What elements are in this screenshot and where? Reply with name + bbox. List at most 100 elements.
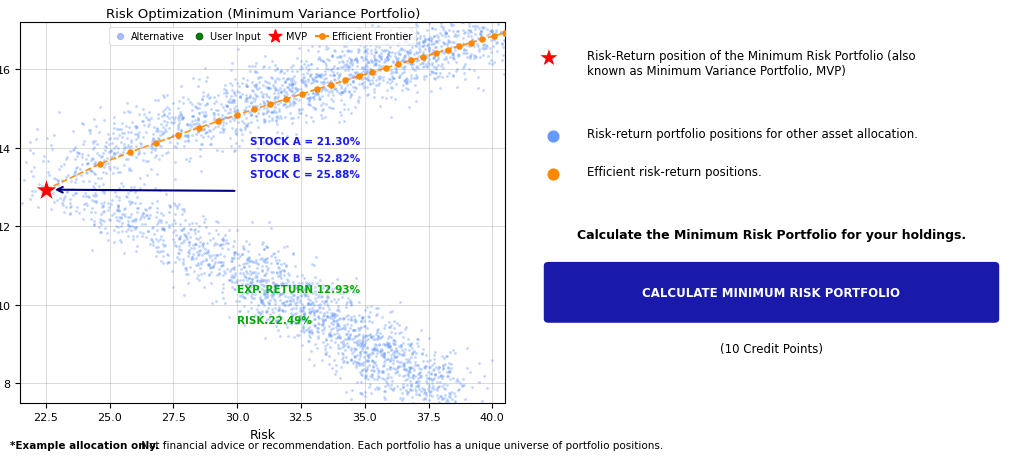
Point (351, 298, 368, 306)
Point (297, 291, 313, 298)
Point (133, 118, 150, 125)
Point (272, 275, 289, 282)
Point (440, 364, 457, 372)
Point (301, 280, 317, 288)
Point (350, 360, 367, 367)
Point (370, 327, 386, 334)
Point (354, 359, 371, 366)
Point (318, 313, 335, 320)
Point (145, 136, 162, 143)
Point (137, 157, 154, 165)
Point (217, 106, 233, 114)
Point (266, 84, 283, 91)
Point (364, 370, 380, 378)
Point (430, 38, 446, 45)
Point (408, 349, 424, 357)
Point (41, 172, 57, 179)
Point (318, 292, 335, 300)
Point (283, 316, 299, 323)
Point (93, 204, 110, 211)
Point (215, 253, 231, 260)
Point (190, 125, 207, 132)
Point (231, 307, 248, 315)
Point (325, 98, 341, 105)
Point (255, 92, 271, 99)
Point (379, 88, 395, 95)
Point (229, 88, 246, 95)
Point (371, 367, 387, 374)
Point (270, 115, 287, 122)
Point (335, 354, 351, 361)
Point (393, 329, 410, 336)
Point (456, 63, 472, 70)
Point (495, 57, 511, 65)
Point (382, 363, 398, 370)
Point (310, 91, 327, 99)
Point (400, 41, 417, 49)
Point (255, 81, 271, 89)
Point (356, 65, 373, 73)
Point (359, 313, 376, 320)
Point (135, 111, 152, 119)
Point (227, 272, 244, 280)
Point (272, 135, 289, 142)
Point (358, 50, 375, 57)
Point (428, 363, 444, 371)
Point (327, 317, 343, 325)
Point (313, 57, 330, 64)
Point (48, 176, 65, 184)
Point (129, 205, 145, 212)
Point (406, 36, 422, 43)
Point (362, 81, 379, 88)
Point (215, 259, 231, 266)
Point (317, 337, 334, 344)
Point (233, 251, 250, 258)
Point (343, 322, 359, 329)
Point (351, 26, 368, 33)
Point (470, 86, 486, 93)
Point (128, 224, 144, 232)
Point (29, 126, 45, 134)
Point (199, 100, 215, 107)
Point (101, 217, 118, 224)
Point (300, 300, 316, 308)
Point (282, 100, 298, 107)
Point (321, 89, 337, 96)
Point (124, 152, 140, 159)
Point (421, 382, 437, 389)
Point (435, 56, 452, 63)
Point (406, 348, 422, 355)
Point (424, 36, 440, 43)
Point (258, 108, 274, 115)
Point (310, 313, 327, 321)
Point (375, 77, 391, 84)
Point (177, 217, 194, 225)
Point (246, 281, 262, 288)
Point (96, 190, 113, 198)
Point (369, 375, 385, 382)
Point (338, 43, 354, 50)
Point (116, 144, 132, 151)
Point (250, 145, 266, 153)
Point (316, 297, 333, 305)
Point (101, 141, 118, 149)
Point (155, 124, 171, 131)
Point (268, 290, 285, 297)
Point (349, 379, 366, 386)
Point (333, 113, 349, 120)
Point (399, 382, 416, 389)
Point (195, 244, 211, 251)
Point (471, 36, 487, 44)
Point (400, 370, 417, 378)
Point (144, 225, 161, 232)
Point (385, 337, 401, 344)
Point (264, 292, 281, 299)
Point (440, 369, 457, 376)
Point (323, 332, 339, 340)
Point (418, 37, 434, 44)
Point (275, 299, 292, 306)
Point (380, 370, 396, 378)
Point (82, 130, 98, 137)
Point (401, 42, 418, 49)
Point (239, 83, 255, 90)
